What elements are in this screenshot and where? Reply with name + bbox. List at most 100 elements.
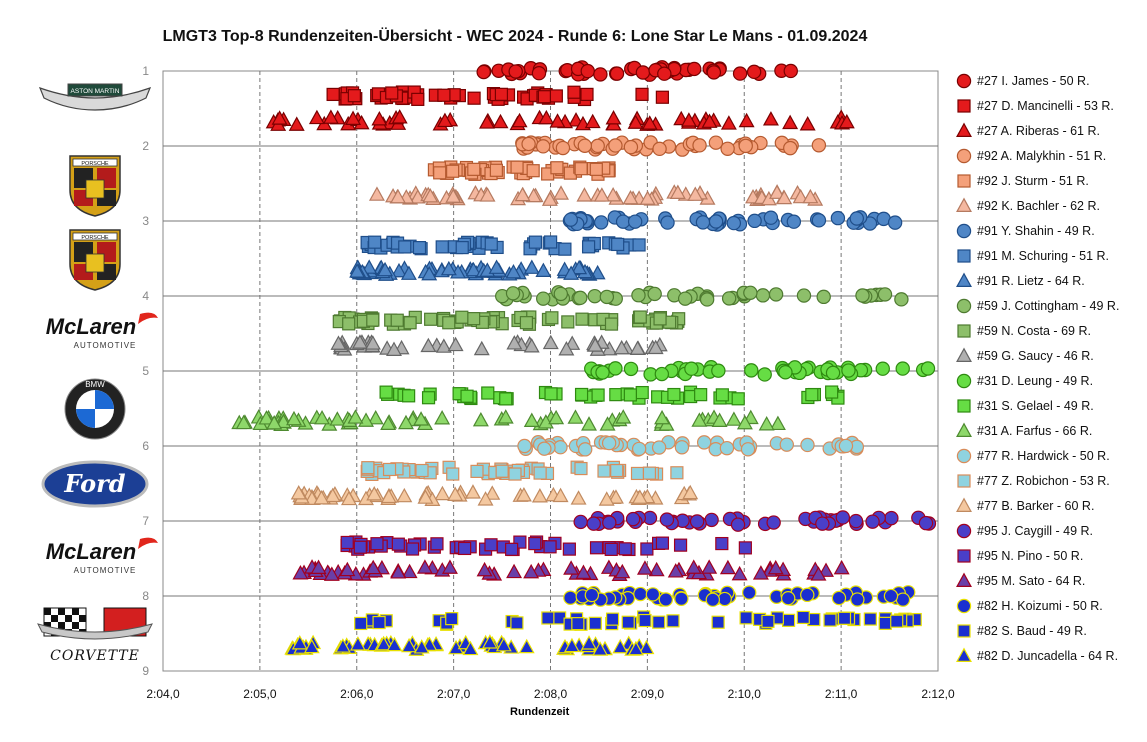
legend-symbol <box>956 523 972 538</box>
logo-wordmark: PORSCHE <box>81 235 109 241</box>
porsche-logo-graphic: PORSCHE <box>69 155 121 217</box>
lap-point <box>528 235 543 249</box>
lap-point <box>575 312 589 326</box>
lap-point <box>588 616 602 630</box>
lap-point <box>367 409 384 425</box>
lap-point <box>746 64 762 80</box>
lap-point <box>416 559 433 574</box>
lap-point <box>738 112 755 128</box>
lap-point <box>531 488 548 503</box>
lap-point <box>592 641 609 656</box>
legend-marker <box>956 122 972 137</box>
lap-point <box>708 214 724 229</box>
y-tick-label: 1 <box>142 64 149 78</box>
bmw-logo-graphic: BMW <box>64 378 126 440</box>
lap-point <box>875 361 890 376</box>
lap-point <box>380 415 397 430</box>
legend-marker <box>957 548 971 563</box>
legend-symbol <box>956 347 972 362</box>
lap-point <box>818 562 834 577</box>
lap-point <box>433 166 447 180</box>
lap-point <box>573 290 588 306</box>
corvette-logo: CORVETTE <box>28 600 163 668</box>
lap-point <box>365 559 382 575</box>
series-20 <box>292 559 850 581</box>
lap-point <box>684 361 699 376</box>
x-tick-label: 2:05,0 <box>243 687 277 701</box>
lap-point <box>755 288 771 303</box>
lap-point <box>368 186 385 201</box>
lap-point <box>604 317 619 331</box>
lap-point <box>780 590 796 606</box>
x-tick-label: 2:04,0 <box>146 687 180 701</box>
lap-point <box>447 486 464 501</box>
lap-point <box>648 561 665 577</box>
legend-label: #27 I. James - 50 R. <box>977 73 1090 88</box>
lap-point <box>595 365 610 380</box>
lap-point <box>314 409 331 425</box>
lap-point <box>537 414 554 429</box>
series-21 <box>563 585 916 607</box>
lap-point <box>379 385 393 399</box>
lap-point <box>446 467 460 481</box>
lap-point <box>417 489 434 504</box>
lap-point <box>422 188 439 203</box>
legend-item: #77 Z. Robichon - 53 R. <box>955 468 1145 493</box>
legend-label: #27 A. Riberas - 61 R. <box>977 123 1100 138</box>
legend-marker <box>956 148 972 163</box>
legend-item: #77 B. Barker - 60 R. <box>955 493 1145 518</box>
lap-point <box>838 113 855 129</box>
logo-wordmark: ASTON MARTIN <box>71 88 120 95</box>
lap-point <box>477 491 494 506</box>
logo-wordmark: PORSCHE <box>81 161 109 167</box>
legend-symbol <box>957 623 971 638</box>
lap-point <box>495 636 512 652</box>
lap-point <box>610 463 624 478</box>
logo-wordmark: CORVETTE <box>50 648 140 664</box>
lap-point <box>494 87 509 101</box>
lap-point <box>465 261 482 277</box>
legend-symbol <box>957 473 971 488</box>
legend-symbol <box>957 398 971 413</box>
flag-check <box>65 615 72 622</box>
lap-point <box>581 416 597 431</box>
legend-item: #31 A. Farfus - 66 R. <box>955 418 1145 443</box>
legend-symbol <box>957 98 971 113</box>
logo-subtitle: AUTOMOTIVE <box>74 341 137 350</box>
legend: #27 I. James - 50 R. #27 D. Mancinelli - … <box>955 68 1145 668</box>
mclaren-logo-graphic: McLaren AUTOMOTIVE <box>46 312 158 350</box>
legend-label: #77 B. Barker - 60 R. <box>977 498 1095 513</box>
legend-item: #31 S. Gelael - 49 R. <box>955 393 1145 418</box>
lap-point <box>413 411 430 426</box>
lap-point <box>731 392 745 406</box>
lap-point <box>580 63 595 79</box>
legend-label: #77 Z. Robichon - 53 R. <box>977 473 1110 488</box>
lap-point <box>563 560 580 575</box>
lap-point <box>692 138 707 153</box>
lap-point <box>674 591 689 606</box>
lap-point <box>340 490 357 506</box>
lap-point <box>639 190 656 205</box>
lap-point <box>382 462 397 477</box>
lap-point <box>633 310 647 324</box>
legend-item: #31 D. Leung - 49 R. <box>955 368 1145 393</box>
crest-shield <box>85 179 105 199</box>
lap-point <box>587 288 602 304</box>
series-13 <box>379 385 845 406</box>
legend-label: #91 Y. Shahin - 49 R. <box>977 223 1095 238</box>
legend-symbol <box>956 73 972 88</box>
lap-point <box>455 240 469 255</box>
lap-point <box>366 313 380 327</box>
lap-point <box>609 66 625 81</box>
series-11 <box>330 334 668 356</box>
lap-point <box>523 259 540 274</box>
lap-point <box>694 388 708 402</box>
x-tick-label: 2:12,0 <box>921 687 955 701</box>
legend-item: #82 S. Baud - 49 R. <box>955 618 1145 643</box>
lap-point <box>361 259 378 274</box>
flag-check <box>72 608 79 615</box>
lap-point <box>286 410 302 426</box>
lap-point <box>618 542 632 556</box>
lap-point <box>323 566 340 581</box>
lap-point <box>519 316 534 330</box>
